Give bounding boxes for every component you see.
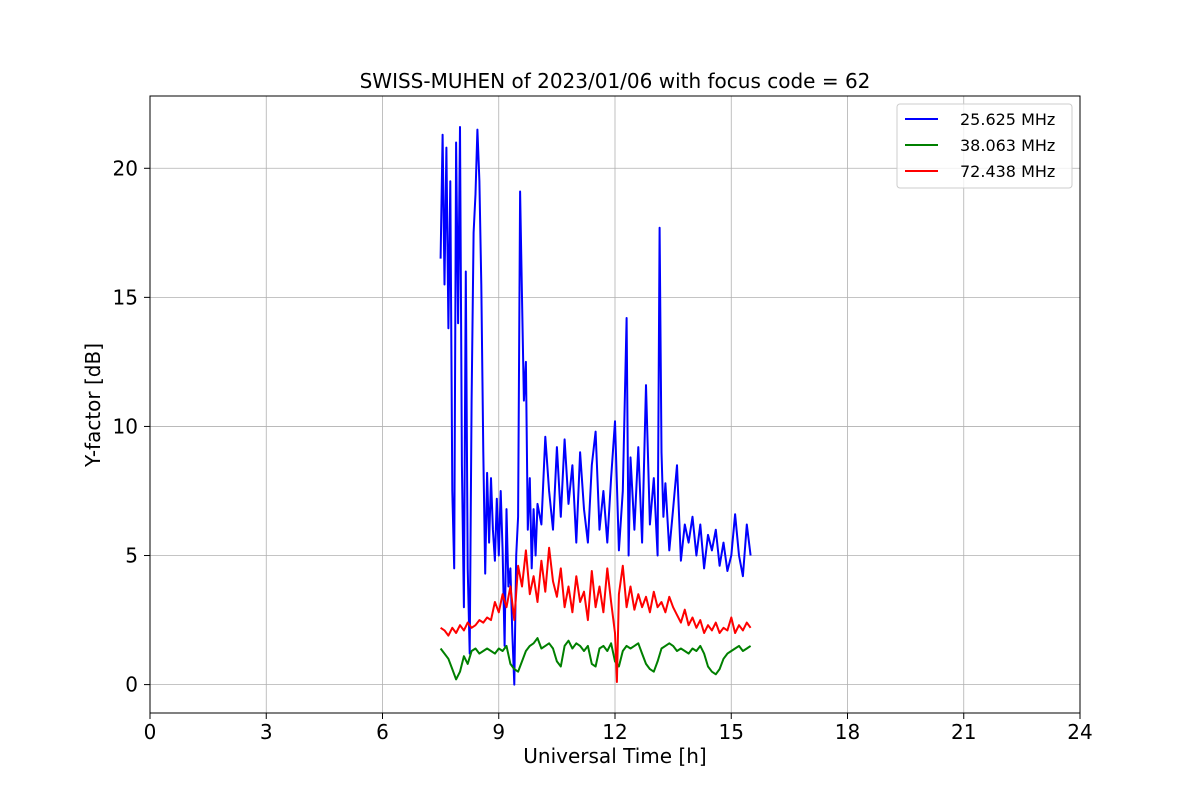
y-tick-label: 20: [113, 156, 138, 180]
x-tick-label: 6: [376, 720, 389, 744]
series-line-3: [440, 546, 752, 683]
legend-label: 25.625 MHz: [960, 110, 1055, 129]
axis-ticks: 0 3 6 9 12 15 18 21 24 0 5 10 15 20: [113, 156, 1093, 744]
series-line-1: [439, 126, 752, 686]
legend-label: 72.438 MHz: [960, 162, 1055, 181]
x-tick-label: 24: [1067, 720, 1092, 744]
x-tick-label: 21: [951, 720, 976, 744]
y-tick-label: 15: [113, 285, 138, 309]
y-tick-label: 5: [125, 544, 138, 568]
x-tick-label: 18: [835, 720, 860, 744]
x-tick-label: 0: [144, 720, 157, 744]
x-tick-label: 9: [492, 720, 505, 744]
legend: 25.625 MHz 38.063 MHz 72.438 MHz: [896, 103, 1073, 189]
legend-box: [896, 103, 1073, 189]
chart-title: SWISS-MUHEN of 2023/01/06 with focus cod…: [360, 69, 871, 93]
series-line-2: [439, 637, 752, 681]
x-tick-label: 3: [260, 720, 273, 744]
x-axis-label: Universal Time [h]: [523, 744, 706, 768]
x-tick-label: 12: [602, 720, 627, 744]
y-tick-label: 0: [125, 673, 138, 697]
y-tick-label: 10: [113, 414, 138, 438]
series-lines: [439, 126, 752, 686]
legend-label: 38.063 MHz: [960, 136, 1055, 155]
x-tick-label: 15: [719, 720, 744, 744]
y-axis-label: Y-factor [dB]: [81, 343, 105, 468]
